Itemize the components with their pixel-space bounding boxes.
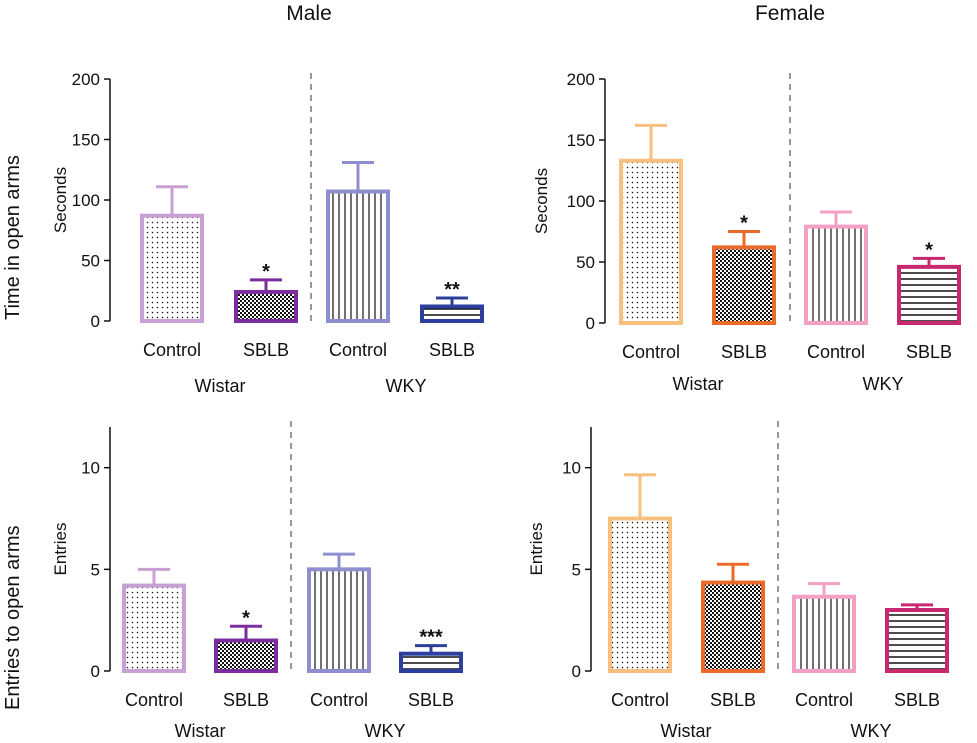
bar-pattern <box>612 520 668 669</box>
y-tick-label: 10 <box>562 459 581 478</box>
category-label: SBLB <box>721 342 767 362</box>
y-tick-label: 100 <box>567 192 595 211</box>
category-label: SBLB <box>710 690 756 710</box>
chart-male-time: 0 50 100 150 200 Seconds Control * SBLB Control **… <box>51 70 484 396</box>
significance-marker: * <box>740 213 748 235</box>
group-label: WKY <box>385 376 426 396</box>
group-label: Wistar <box>673 374 724 394</box>
bar-pattern <box>218 642 274 669</box>
bar-pattern <box>808 228 864 321</box>
chart-female-time: 0 50 100 150 200 Seconds Control * SBLB Control * S… <box>532 70 961 394</box>
bar-pattern <box>623 162 679 321</box>
bar-pattern <box>403 655 459 669</box>
y-axis-label: Entries <box>527 523 546 576</box>
category-label: Control <box>125 690 183 710</box>
y-tick-label: 200 <box>567 70 595 89</box>
category-label: SBLB <box>223 690 269 710</box>
group-label: Wistar <box>661 721 712 741</box>
group-label: WKY <box>364 721 405 741</box>
category-label: Control <box>795 690 853 710</box>
bar-pattern <box>238 293 294 319</box>
significance-marker: * <box>242 607 250 629</box>
group-label: WKY <box>862 374 903 394</box>
y-tick-label: 0 <box>572 662 581 681</box>
group-label: Wistar <box>195 376 246 396</box>
y-tick-label: 0 <box>91 662 100 681</box>
category-label: SBLB <box>429 340 475 360</box>
y-tick-label: 5 <box>572 560 581 579</box>
bar-pattern <box>901 268 957 321</box>
y-tick-label: 0 <box>91 312 100 331</box>
significance-marker: * <box>262 261 270 283</box>
bar-pattern <box>330 193 386 319</box>
category-label: SBLB <box>243 340 289 360</box>
bar-pattern <box>424 308 480 319</box>
y-tick-label: 200 <box>72 70 100 89</box>
category-label: Control <box>807 342 865 362</box>
male-column-title: Male <box>286 2 332 25</box>
y-tick-label: 50 <box>81 252 100 271</box>
category-label: Control <box>329 340 387 360</box>
bar-pattern <box>796 598 852 669</box>
y-tick-label: 0 <box>586 314 595 333</box>
bar-pattern <box>126 587 182 669</box>
chart-female-entries: 0 5 10 Entries Control SBLB Control SBLB Wistar W… <box>527 421 949 741</box>
chart-male-entries: 0 5 10 Entries Control * SBLB Control *** SBLB Wis… <box>51 421 463 741</box>
y-tick-label: 150 <box>567 131 595 150</box>
bar-pattern <box>705 584 761 669</box>
significance-marker: ** <box>444 279 460 301</box>
category-label: Control <box>310 690 368 710</box>
bar-pattern <box>311 571 367 669</box>
bar-pattern <box>716 249 772 321</box>
category-label: Control <box>143 340 201 360</box>
y-axis-label: Seconds <box>51 167 70 233</box>
y-tick-label: 50 <box>576 253 595 272</box>
y-tick-label: 5 <box>91 560 100 579</box>
group-label: Wistar <box>175 721 226 741</box>
bar-pattern <box>889 612 945 669</box>
y-axis-label: Entries <box>51 523 70 576</box>
significance-marker: *** <box>419 627 443 649</box>
female-column-title: Female <box>754 2 826 25</box>
y-tick-label: 10 <box>81 459 100 478</box>
significance-marker: * <box>925 239 933 261</box>
y-axis-label: Seconds <box>532 168 551 234</box>
y-tick-label: 150 <box>72 131 100 150</box>
category-label: SBLB <box>408 690 454 710</box>
category-label: Control <box>611 690 669 710</box>
category-label: Control <box>622 342 680 362</box>
bar-pattern <box>144 217 200 319</box>
group-label: WKY <box>850 721 891 741</box>
category-label: SBLB <box>906 342 952 362</box>
y-tick-label: 100 <box>72 191 100 210</box>
category-label: SBLB <box>894 690 940 710</box>
